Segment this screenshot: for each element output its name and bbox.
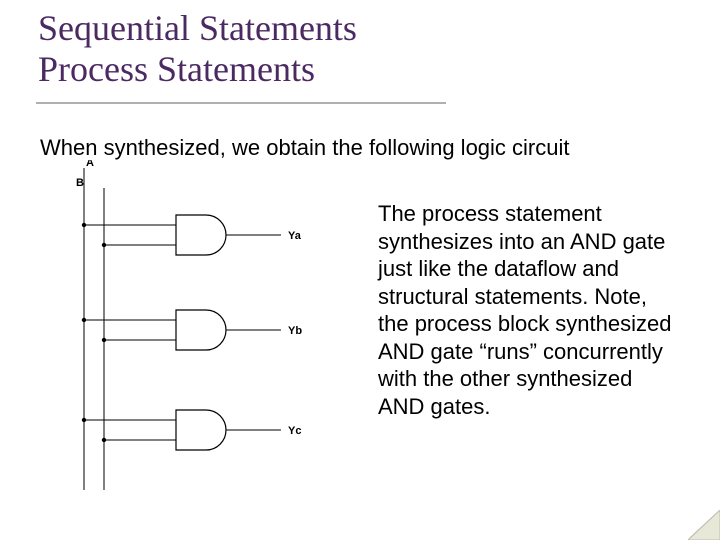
output-label-yc: Yc [288, 425, 301, 437]
title-underline [36, 102, 446, 104]
logic-circuit-diagram: A B Ya Yb [56, 160, 356, 500]
label-a: A [86, 160, 94, 169]
and-gate-yc: Yc [82, 410, 302, 450]
page-corner-fold-icon [688, 510, 720, 540]
description-text: The process statement synthesizes into a… [378, 200, 678, 420]
output-label-ya: Ya [288, 230, 302, 242]
output-label-yb: Yb [288, 325, 302, 337]
label-b: B [76, 177, 84, 189]
title-line-1: Sequential Statements [38, 8, 357, 48]
and-gate-yb: Yb [82, 310, 303, 350]
and-gate-ya: Ya [82, 215, 302, 255]
title-line-2: Process Statements [38, 49, 315, 89]
subtitle-text: When synthesized, we obtain the followin… [40, 135, 570, 161]
slide-title: Sequential Statements Process Statements [38, 8, 357, 91]
